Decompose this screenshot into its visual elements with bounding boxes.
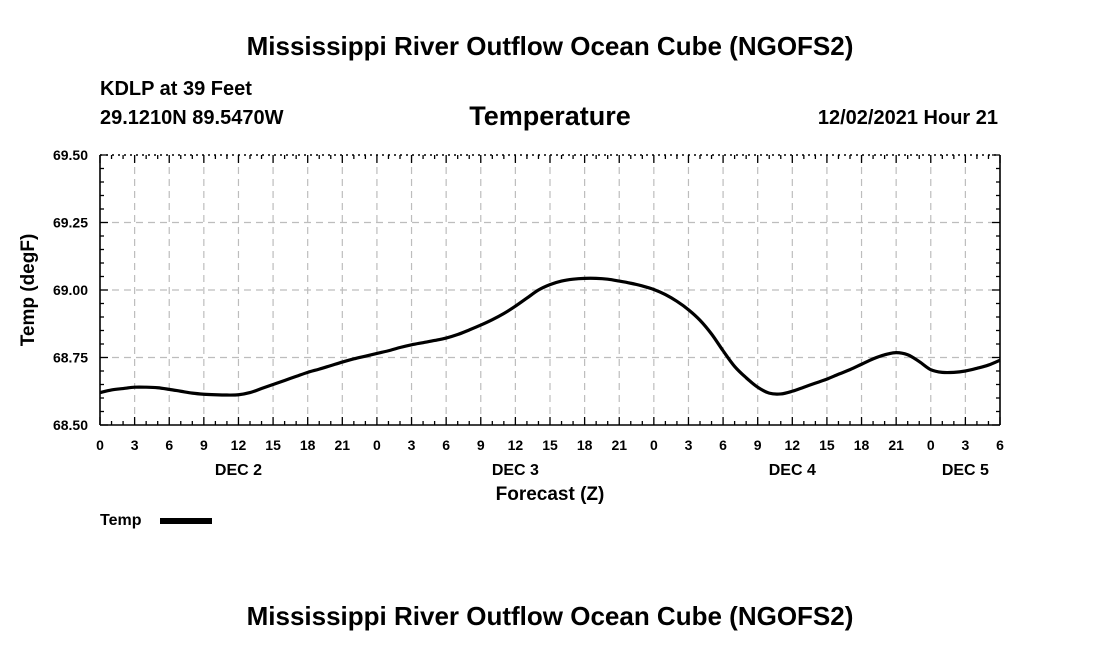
day-label: DEC 3 bbox=[492, 462, 539, 479]
x-tick-label: 0 bbox=[96, 437, 104, 453]
x-tick-label: 6 bbox=[719, 437, 727, 453]
x-tick-label: 15 bbox=[265, 437, 281, 453]
y-tick-label: 68.75 bbox=[53, 350, 88, 366]
day-label: DEC 5 bbox=[942, 462, 989, 479]
x-tick-label: 18 bbox=[300, 437, 316, 453]
chart-main-title: Mississippi River Outflow Ocean Cube (NG… bbox=[247, 31, 854, 61]
location-label: 29.1210N 89.5470W bbox=[100, 107, 284, 129]
y-tick-label: 68.50 bbox=[53, 417, 88, 433]
x-tick-label: 6 bbox=[165, 437, 173, 453]
x-tick-label: 18 bbox=[854, 437, 870, 453]
x-axis-label: Forecast (Z) bbox=[496, 484, 605, 505]
y-tick-label: 69.00 bbox=[53, 282, 88, 298]
x-tick-label: 0 bbox=[650, 437, 658, 453]
x-tick-label: 9 bbox=[200, 437, 208, 453]
day-label: DEC 4 bbox=[769, 462, 816, 479]
series-layer bbox=[99, 276, 1001, 397]
x-tick-label: 12 bbox=[231, 437, 247, 453]
x-tick-label: 18 bbox=[577, 437, 593, 453]
series-line-temp bbox=[99, 276, 1001, 397]
x-tick-label: 21 bbox=[335, 437, 351, 453]
datetime-label: 12/02/2021 Hour 21 bbox=[818, 107, 998, 129]
x-tick-label: 21 bbox=[611, 437, 627, 453]
x-tick-label: 15 bbox=[542, 437, 558, 453]
day-labels: DEC 2 DEC 3 DEC 4 DEC 5 bbox=[215, 462, 989, 479]
x-tick-label: 3 bbox=[131, 437, 139, 453]
x-tick-label: 3 bbox=[961, 437, 969, 453]
x-tick-label: 12 bbox=[508, 437, 524, 453]
x-tick-label: 12 bbox=[785, 437, 801, 453]
y-tick-label: 69.25 bbox=[53, 215, 88, 231]
footer-title: Mississippi River Outflow Ocean Cube (NG… bbox=[247, 601, 854, 631]
legend-label: Temp bbox=[100, 512, 142, 529]
y-tick-label: 69.50 bbox=[53, 147, 88, 163]
x-tick-label: 9 bbox=[477, 437, 485, 453]
station-label: KDLP at 39 Feet bbox=[100, 78, 252, 100]
x-tick-label: 6 bbox=[996, 437, 1004, 453]
grid-lines bbox=[100, 155, 1000, 425]
axis-ticks bbox=[99, 154, 1001, 426]
day-label: DEC 2 bbox=[215, 462, 262, 479]
x-tick-label: 3 bbox=[408, 437, 416, 453]
y-tick-labels: 68.50 68.75 69.00 69.25 69.50 bbox=[53, 147, 88, 433]
x-tick-labels: 0 3 6 9 12 15 18 21 0 3 6 9 12 15 18 21 0 3 6 9 12 15 18 21 0 3 6 bbox=[96, 437, 1004, 453]
y-axis-label: Temp (degF) bbox=[18, 234, 39, 347]
x-tick-label: 9 bbox=[754, 437, 762, 453]
chart-title: Temperature bbox=[469, 101, 631, 131]
x-tick-label: 3 bbox=[685, 437, 693, 453]
x-tick-label: 15 bbox=[819, 437, 835, 453]
x-tick-label: 0 bbox=[927, 437, 935, 453]
x-tick-label: 6 bbox=[442, 437, 450, 453]
x-tick-label: 0 bbox=[373, 437, 381, 453]
x-tick-label: 21 bbox=[888, 437, 904, 453]
